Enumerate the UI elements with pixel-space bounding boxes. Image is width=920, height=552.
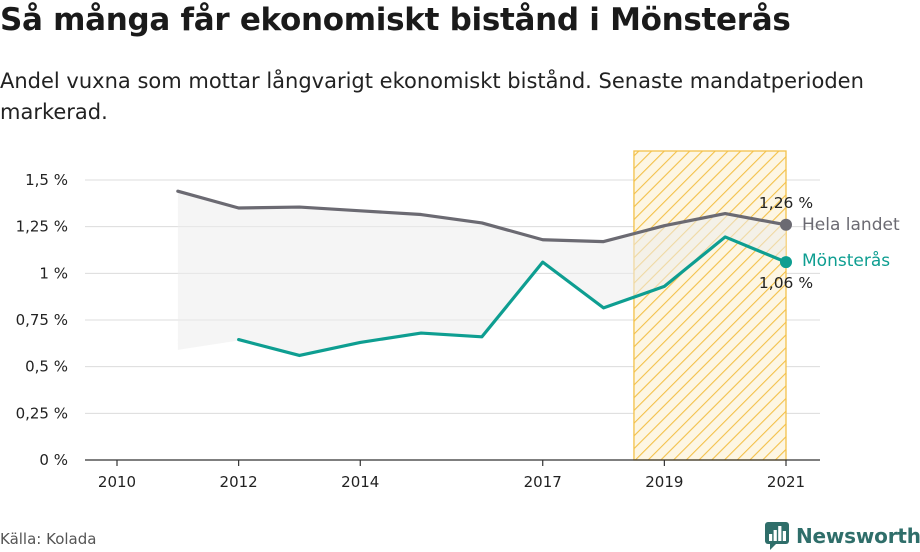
- y-tick-label: 1,25 %: [16, 218, 68, 236]
- chart-subtitle: Andel vuxna som mottar långvarigt ekonom…: [0, 69, 864, 124]
- end-point-national: [780, 218, 792, 231]
- x-tick-label: 2021: [767, 473, 805, 491]
- highlight-period: [633, 150, 787, 461]
- end-point-local: [780, 256, 792, 269]
- chart-title: Så många får ekonomiskt bistånd i Mönste…: [0, 2, 791, 38]
- brand-name: Newsworthy: [796, 524, 920, 548]
- x-tick-label: 2010: [98, 473, 136, 491]
- line-chart: 0 % 0,25 % 0,5 % 0,75 % 1 % 1,25 % 1,5 % 2010 20…: [16, 150, 900, 491]
- y-tick-label: 0,5 %: [25, 358, 68, 376]
- local-series-label: Mönsterås: [802, 250, 890, 271]
- source-note: Källa: Kolada: [0, 530, 97, 548]
- newsworthy-logo[interactable]: Newsworthy: [764, 520, 920, 552]
- y-tick-label: 0,75 %: [16, 311, 68, 329]
- y-tick-label: 1,5 %: [25, 171, 68, 189]
- series-line-national: [176, 189, 788, 244]
- x-tick-label: 2017: [524, 473, 562, 491]
- national-value-label: 1,26 %: [759, 194, 813, 212]
- local-value-label: 1,06 %: [759, 274, 813, 292]
- x-tick-label: 2012: [220, 473, 258, 491]
- confidence-band: [177, 191, 786, 356]
- x-tick-label: 2014: [341, 473, 379, 491]
- y-tick-label: 0 %: [39, 451, 68, 469]
- x-tick-label: 2019: [645, 473, 683, 491]
- series-line-local: [237, 235, 788, 358]
- newsworthy-chart-icon: [765, 522, 789, 550]
- national-series-label: Hela landet: [802, 215, 900, 235]
- y-tick-label: 0,25 %: [16, 404, 68, 422]
- y-tick-label: 1 %: [39, 264, 68, 282]
